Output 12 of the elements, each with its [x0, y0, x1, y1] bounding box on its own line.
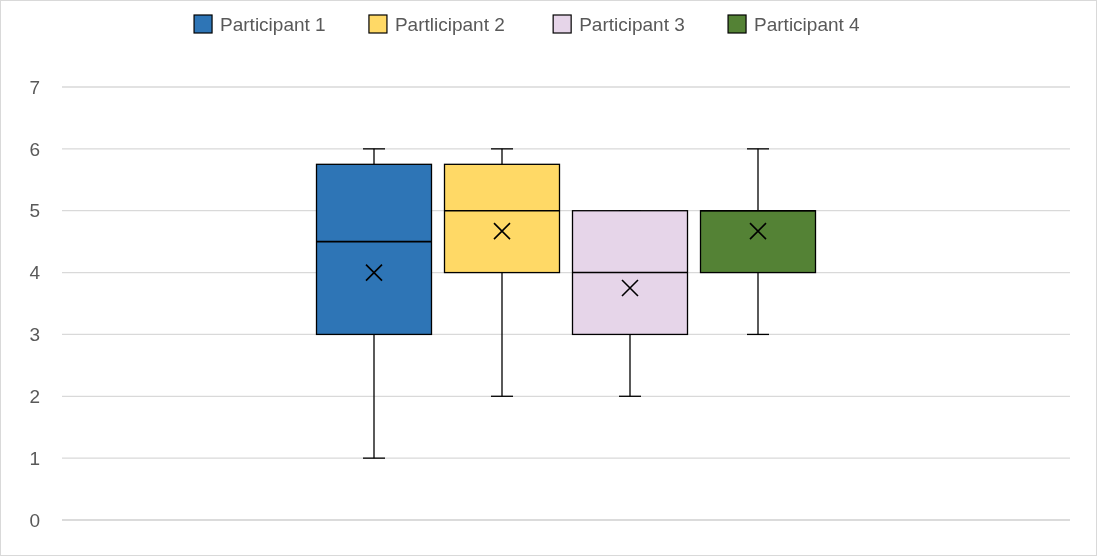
y-tick-label: 5: [29, 200, 40, 222]
y-tick-label: 3: [29, 324, 40, 346]
legend-label: Participant 1: [220, 13, 326, 35]
y-tick-label: 4: [29, 262, 41, 284]
y-tick-label: 7: [29, 76, 40, 98]
legend-label: Participant 4: [754, 13, 861, 35]
y-tick-label: 2: [29, 385, 40, 407]
legend-label: Participant 3: [579, 13, 685, 35]
legend-label: Partlicipant 2: [394, 13, 505, 35]
y-tick-label: 1: [29, 447, 40, 469]
y-tick-label: 6: [29, 138, 40, 160]
y-tick-label: 0: [29, 509, 40, 531]
